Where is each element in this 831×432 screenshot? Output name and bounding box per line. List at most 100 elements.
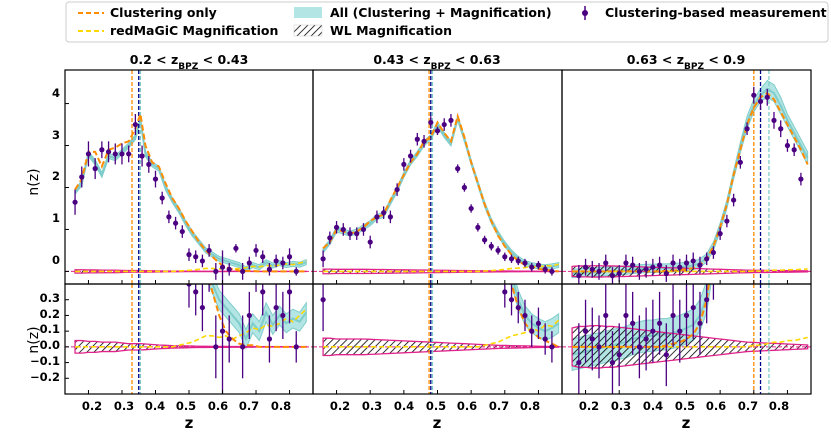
measurement-point	[576, 273, 582, 279]
measurement-point	[85, 151, 92, 157]
measurement-point	[616, 352, 622, 358]
measurement-point	[609, 359, 616, 366]
measurement-point	[690, 258, 696, 264]
measurement-point	[293, 344, 299, 350]
x-axis-label-3: z	[682, 414, 691, 432]
measurement-point	[434, 128, 441, 134]
measurement-point	[489, 250, 494, 255]
measurement-point	[549, 344, 555, 350]
measurement-point	[549, 268, 555, 275]
all-band	[322, 113, 560, 271]
clustering-only-line	[510, 284, 560, 348]
x-tick-label: 0.7	[239, 399, 259, 413]
redmagic-magnification-line	[572, 336, 808, 348]
redmagic-magnification-line	[323, 263, 559, 273]
measurement-point	[340, 226, 346, 233]
x-tick-label: 0.6	[706, 399, 726, 413]
measurement-point	[589, 266, 595, 272]
legend-frame	[65, 1, 829, 43]
measurement-point	[468, 205, 474, 212]
measurement-point	[455, 166, 461, 172]
x-tick-label: 0.3	[611, 399, 631, 413]
x-axis-label-1: z	[185, 414, 194, 432]
measurement-point	[718, 203, 723, 208]
measurement-point	[609, 273, 616, 279]
measurement-point	[273, 304, 279, 311]
measurement-point	[428, 119, 434, 126]
y-tick-label: −0.2	[30, 370, 60, 384]
measurement-point	[166, 140, 171, 145]
y-axis-label-bottom: n(z)	[26, 326, 42, 353]
measurement-point	[636, 344, 642, 350]
measurement-point	[697, 262, 703, 268]
measurement-point	[213, 268, 219, 275]
measurement-point	[159, 195, 165, 201]
measurement-point	[253, 247, 259, 254]
measurement-point	[690, 304, 696, 311]
y-tick-label: 0.1	[40, 322, 60, 336]
measurement-point	[778, 126, 784, 132]
measurement-point	[92, 166, 98, 172]
measurement-point	[717, 231, 723, 237]
measurement-point	[173, 164, 178, 169]
x-tick-label: 0.7	[489, 399, 509, 413]
measurement-point	[542, 266, 548, 272]
measurement-point	[213, 344, 219, 350]
measurement-point	[266, 336, 273, 342]
clustering-only-line	[74, 113, 307, 273]
measurement-point	[697, 320, 703, 326]
measurement-point	[219, 328, 226, 334]
measurement-point	[320, 297, 326, 303]
measurement-point	[603, 312, 609, 319]
measurement-point	[643, 336, 649, 342]
measurement-point	[495, 247, 501, 254]
measurement-point	[361, 187, 366, 192]
y-tick-label: 1	[52, 211, 60, 225]
measurement-point	[139, 153, 145, 159]
measurement-point	[461, 184, 468, 191]
measurement-point	[482, 237, 488, 243]
y-tick-label: 3	[52, 128, 60, 142]
measurement-point	[508, 256, 515, 262]
clustering-only-line	[209, 284, 307, 348]
measurement-point	[535, 262, 542, 268]
measurement-point	[280, 312, 286, 319]
measurement-point	[381, 210, 387, 216]
measurement-point	[623, 312, 629, 319]
measurement-point	[186, 284, 192, 287]
measurement-point	[535, 320, 542, 326]
redmagic-magnification-line	[572, 268, 808, 273]
measurement-point	[650, 328, 656, 334]
measurement-point	[72, 85, 77, 90]
plot-area	[64, 69, 812, 395]
measurement-point	[630, 320, 636, 326]
panel-3-bot	[562, 77, 811, 394]
measurement-point	[193, 289, 199, 295]
legend-label-all: All (Clustering + Magnification)	[330, 5, 552, 20]
x-tick-label: 0.3	[114, 399, 134, 413]
clustering-only-line	[322, 112, 559, 273]
measurement-point	[146, 161, 152, 168]
panel-frame-top	[312, 69, 563, 285]
measurement-point	[226, 336, 232, 342]
measurement-point	[119, 151, 125, 157]
measurement-point	[710, 249, 717, 256]
redmagic-magnification-line	[75, 260, 307, 273]
measurement-point	[663, 352, 669, 358]
measurement-point	[731, 77, 736, 82]
panel-2-bot	[313, 187, 562, 394]
x-tick-label: 0.5	[176, 399, 196, 413]
redmagic-magnification-line	[75, 308, 307, 348]
x-tick-label: 0.6	[457, 399, 477, 413]
measurement-point	[179, 228, 185, 235]
legend-label-measurement: Clustering-based measurement	[605, 5, 827, 20]
x-tick-label: 0.7	[738, 399, 758, 413]
measurement-point	[407, 153, 414, 159]
measurement-point	[683, 260, 690, 266]
measurement-point	[166, 214, 172, 220]
measurement-point	[488, 243, 494, 249]
measurement-point	[394, 186, 400, 193]
measurement-point	[341, 187, 346, 192]
measurement-point	[152, 176, 159, 182]
legend-swatch-wl	[293, 24, 323, 37]
